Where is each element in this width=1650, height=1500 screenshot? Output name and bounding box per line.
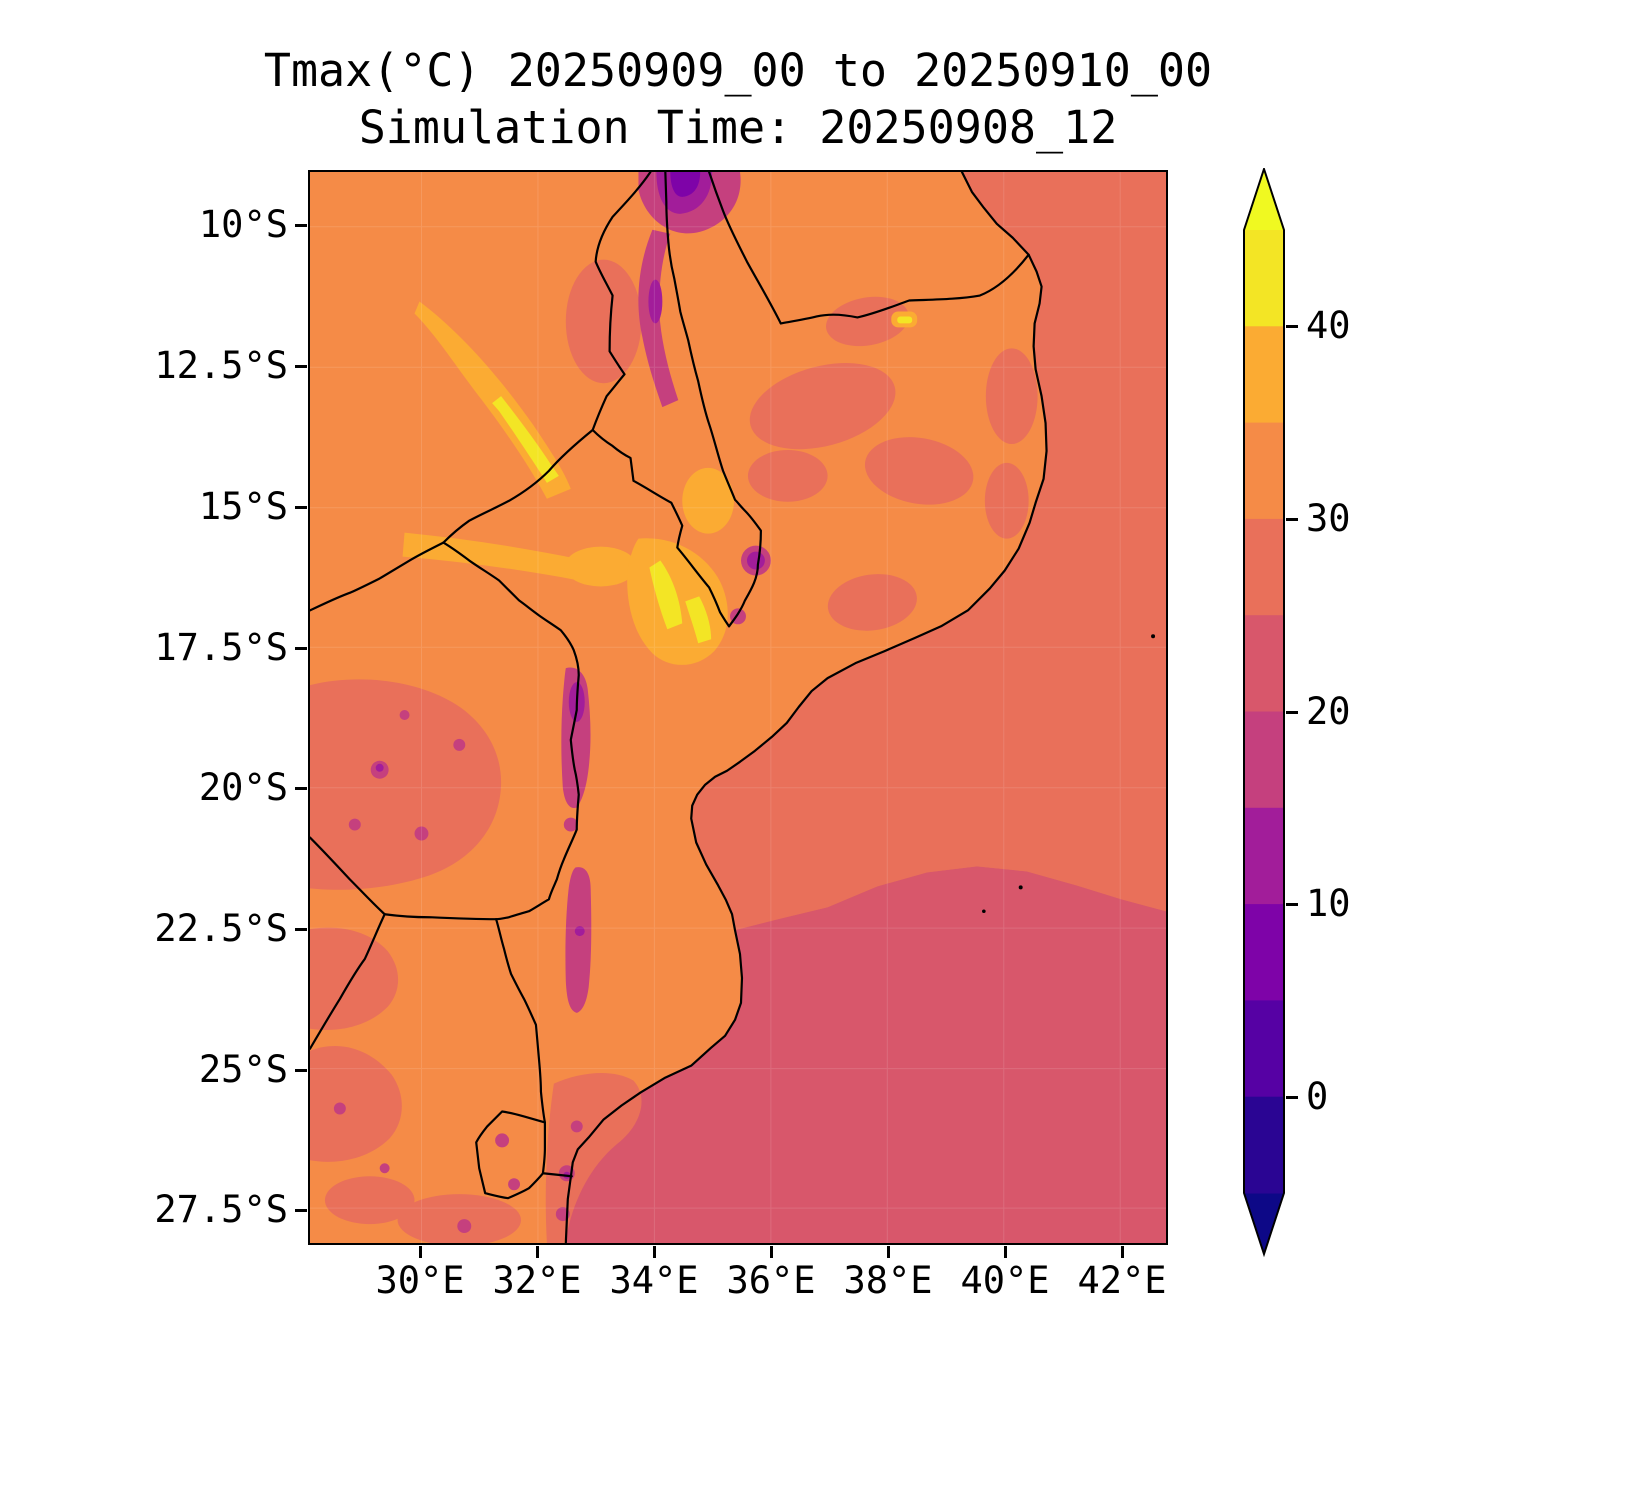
borders-group — [310, 172, 1048, 1243]
colorbar-tick-label: 10 — [1306, 882, 1351, 925]
ocean-northeast-region — [691, 172, 1166, 931]
border-mozambique-southafrica — [495, 918, 546, 1124]
y-tick-mark — [295, 1069, 307, 1072]
x-tick-label: 32°E — [492, 1259, 582, 1302]
x-tick-label: 30°E — [375, 1259, 465, 1302]
colorbar-band — [1244, 1000, 1284, 1098]
y-tick-label: 12.5°S — [154, 344, 288, 387]
x-tick-mark — [419, 1246, 422, 1258]
colorbar-band — [1244, 904, 1284, 1001]
y-tick-mark — [295, 506, 307, 509]
temperature-map — [310, 172, 1166, 1243]
y-tick-label: 22.5°S — [154, 907, 288, 950]
plot-area — [308, 170, 1168, 1245]
border-zimbabwe-mozambique — [442, 541, 580, 921]
x-tick-mark — [770, 1246, 773, 1258]
y-tick-label: 27.5°S — [154, 1188, 288, 1231]
border-malawi-east — [664, 172, 762, 628]
y-tick-label: 10°S — [198, 203, 288, 246]
border-lake-northeast-shore — [708, 172, 782, 325]
colorbar — [1243, 168, 1285, 1258]
land-cool-patches — [310, 259, 1038, 1243]
border-botswana-southafrica — [310, 913, 386, 1050]
colorbar-tick-mark — [1286, 325, 1298, 328]
y-tick-label: 15°S — [198, 485, 288, 528]
border-zambia-zimbabwe — [310, 541, 445, 612]
x-tick-label: 40°E — [960, 1259, 1050, 1302]
y-tick-mark — [295, 224, 307, 227]
colorbar-tick-label: 40 — [1306, 304, 1351, 347]
colorbar-tick-mark — [1286, 1096, 1298, 1099]
colorbar-tick-mark — [1286, 903, 1298, 906]
colorbar-under-arrow — [1244, 1193, 1284, 1254]
y-tick-mark — [295, 787, 307, 790]
border-tanzania-mozambique — [779, 253, 1030, 325]
y-tick-label: 25°S — [198, 1048, 288, 1091]
border-botswana-zimbabwe — [310, 836, 386, 916]
x-tick-mark — [653, 1246, 656, 1258]
colorbar-tick-mark — [1286, 518, 1298, 521]
y-tick-mark — [295, 647, 307, 650]
border-eswatini — [475, 1110, 546, 1200]
x-tick-mark — [1004, 1246, 1007, 1258]
coastline-path — [564, 172, 1048, 1243]
colorbar-band — [1244, 807, 1284, 905]
y-tick-mark — [295, 928, 307, 931]
colorbar-tick-label: 30 — [1306, 497, 1351, 540]
colorbar-band — [1244, 326, 1284, 424]
gridlines — [310, 172, 1166, 1243]
border-limpopo — [383, 913, 498, 921]
y-tick-label: 17.5°S — [154, 626, 288, 669]
colorbar-bands — [1244, 230, 1284, 1194]
colorbar-band — [1244, 1096, 1284, 1194]
colorbar-tick-label: 0 — [1306, 1075, 1329, 1118]
x-tick-label: 38°E — [843, 1259, 933, 1302]
ocean-southeast-region — [565, 866, 1166, 1243]
colorbar-outline — [1243, 168, 1285, 1258]
x-tick-label: 36°E — [726, 1259, 816, 1302]
colorbar-band — [1244, 230, 1284, 327]
colorbar-over-arrow — [1244, 169, 1284, 230]
colorbar-band — [1244, 422, 1284, 520]
x-tick-mark — [887, 1246, 890, 1258]
x-tick-label: 42°E — [1077, 1259, 1167, 1302]
y-tick-mark — [295, 1209, 307, 1212]
colorbar-tick-mark — [1286, 711, 1298, 714]
border-zambia-mozambique — [442, 428, 594, 544]
colorbar-tick-label: 20 — [1306, 690, 1351, 733]
colorbar-band — [1244, 615, 1284, 712]
plot-subtitle: Simulation Time: 20250908_12 — [358, 101, 1118, 154]
border-malawi-west — [591, 172, 731, 628]
colorbar-band — [1244, 518, 1284, 616]
x-tick-mark — [1121, 1246, 1124, 1258]
land-hot-patches — [402, 301, 918, 665]
border-southafrica-coast-link — [541, 1172, 573, 1178]
plot-title: Tmax(°C) 20250909_00 to 20250910_00 — [263, 44, 1213, 97]
island-dots — [982, 634, 1156, 914]
colorbar-band — [1244, 711, 1284, 809]
highland-cold-spots — [333, 172, 771, 1234]
x-tick-mark — [536, 1246, 539, 1258]
y-tick-label: 20°S — [198, 766, 288, 809]
y-tick-mark — [295, 365, 307, 368]
x-tick-label: 34°E — [609, 1259, 699, 1302]
